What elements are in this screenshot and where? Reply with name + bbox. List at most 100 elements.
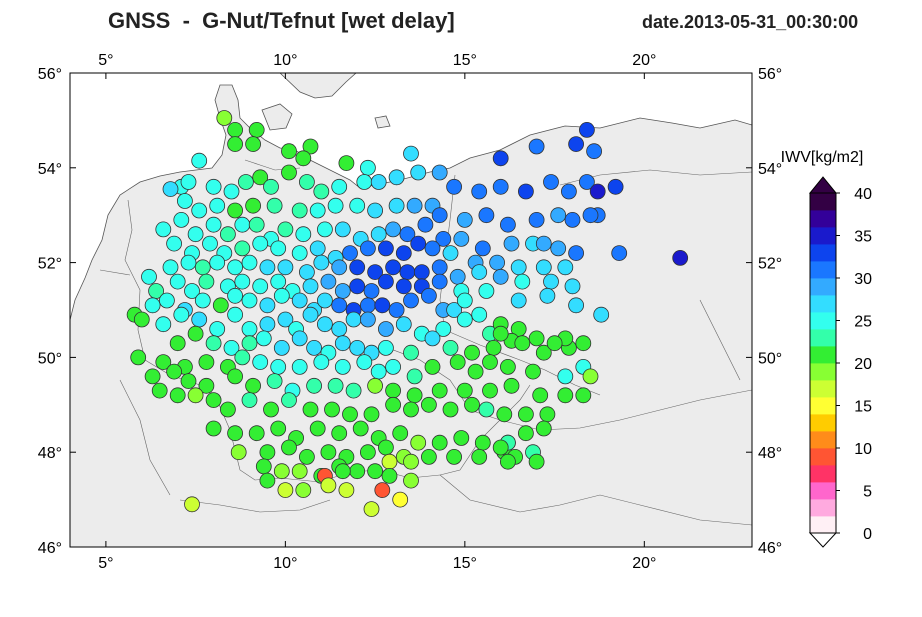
station-point [266,373,283,390]
colorbar-segment [810,295,836,313]
station-point [367,202,384,219]
station-point [496,406,513,423]
colorbar-max-arrow [808,176,838,194]
lon-label-top: 10° [273,52,297,69]
colorbar-min-arrow [808,532,838,548]
station-point [248,425,265,442]
lon-label-bottom: 10° [273,555,297,572]
station-point [431,207,448,224]
lat-label-left: 48° [38,445,62,462]
station-point [187,387,204,404]
station-point [209,321,226,337]
station-point [377,339,394,356]
station-point [381,453,398,470]
station-point [363,283,380,299]
station-point [245,377,262,394]
colorbar-segment [810,397,836,415]
station-point [453,230,470,247]
station-point [237,174,254,190]
station-point [227,121,244,138]
station-point [316,221,333,238]
station-point [248,121,265,138]
station-point [370,226,387,243]
island-zealand [261,103,293,131]
station-point [306,377,323,394]
station-point [611,245,628,262]
station-point [370,174,387,190]
station-point [227,287,244,304]
station-point [259,316,276,333]
station-point [586,143,602,160]
lat-label-right: 56° [758,66,782,83]
station-point [442,339,459,356]
station-point [489,254,506,271]
station-point [431,273,448,290]
station-point [309,202,326,219]
station-point [431,434,448,451]
colorbar-segment [810,448,836,466]
station-point [205,392,222,409]
station-point [133,311,150,328]
station-point [492,325,509,342]
station-point [227,202,244,219]
station-point [273,463,290,480]
station-point [324,401,340,418]
station-point [281,439,297,456]
station-point [518,406,534,423]
station-point [575,387,592,404]
lat-label-right: 52° [758,256,782,273]
colorbar-segment [810,329,836,347]
station-point [327,377,344,394]
station-point [270,358,287,375]
station-point [399,264,416,281]
colorbar-tick-label: 5 [863,484,872,501]
station-point [234,240,251,257]
station-point [406,368,423,385]
station-point [431,382,448,399]
station-point [320,477,337,494]
station-point [492,439,509,456]
colorbar-tick-label: 20 [854,356,872,373]
station-point [499,358,516,375]
station-point [403,401,419,418]
station-point [543,273,559,290]
colorbar-segment [810,193,836,211]
station-point [291,358,308,375]
station-point [277,311,294,328]
station-point [191,311,208,328]
station-point [579,174,595,190]
station-point [205,216,222,233]
station-point [349,259,366,276]
station-point [467,363,484,380]
station-point [388,197,405,214]
station-point [403,453,419,470]
station-point [331,259,348,276]
station-point [514,273,531,290]
station-point [173,211,190,228]
station-point [331,297,348,314]
station-point [435,230,452,247]
station-point [417,216,434,233]
station-point [198,273,215,290]
station-point [564,278,581,295]
station-point [252,278,269,295]
colorbar-tick-label: 10 [854,441,872,458]
station-point [381,467,398,484]
station-point [385,396,402,413]
station-point [252,354,269,371]
station-point [334,358,351,375]
station-point [320,273,337,290]
station-point [385,259,402,276]
station-point [291,245,308,262]
colorbar-segment [810,227,836,245]
station-point [359,240,376,257]
station-point [241,321,258,337]
station-point [270,240,287,257]
station-point [410,235,427,252]
lon-label-top: 20° [632,52,656,69]
station-point [334,283,351,299]
lat-label-left: 56° [38,66,62,83]
station-point [514,335,531,352]
station-point [302,306,319,323]
